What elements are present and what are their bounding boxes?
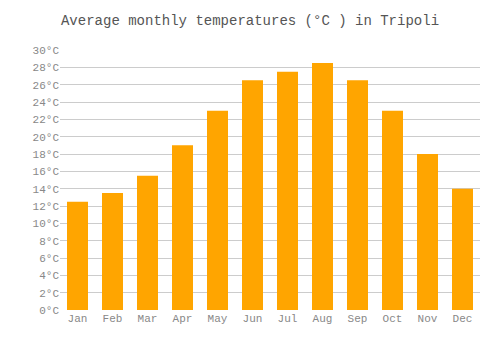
svg-text:10°C: 10°C xyxy=(33,218,60,230)
svg-text:2°C: 2°C xyxy=(39,288,59,300)
svg-text:Mar: Mar xyxy=(138,313,158,325)
svg-text:20°C: 20°C xyxy=(33,132,60,144)
svg-text:18°C: 18°C xyxy=(33,149,60,161)
svg-text:Sep: Sep xyxy=(348,313,368,325)
svg-text:24°C: 24°C xyxy=(33,97,60,109)
svg-text:Nov: Nov xyxy=(418,313,438,325)
svg-text:Jun: Jun xyxy=(243,313,263,325)
svg-text:26°C: 26°C xyxy=(33,80,60,92)
svg-text:6°C: 6°C xyxy=(39,253,59,265)
svg-text:Jan: Jan xyxy=(68,313,88,325)
svg-text:0°C: 0°C xyxy=(39,305,59,317)
svg-text:30°C: 30°C xyxy=(33,45,60,57)
svg-text:Feb: Feb xyxy=(103,313,123,325)
svg-text:28°C: 28°C xyxy=(33,62,60,74)
svg-text:8°C: 8°C xyxy=(39,236,59,248)
svg-text:Apr: Apr xyxy=(173,313,193,325)
svg-text:May: May xyxy=(208,313,228,325)
svg-text:4°C: 4°C xyxy=(39,270,59,282)
svg-text:22°C: 22°C xyxy=(33,114,60,126)
svg-text:Aug: Aug xyxy=(313,313,333,325)
svg-text:16°C: 16°C xyxy=(33,166,60,178)
svg-text:Jul: Jul xyxy=(278,313,298,325)
svg-text:Oct: Oct xyxy=(383,313,403,325)
svg-text:Dec: Dec xyxy=(453,313,473,325)
svg-text:Average monthly temperatures (: Average monthly temperatures (°C ) in Tr… xyxy=(61,13,439,29)
svg-text:14°C: 14°C xyxy=(33,184,60,196)
svg-text:12°C: 12°C xyxy=(33,201,60,213)
